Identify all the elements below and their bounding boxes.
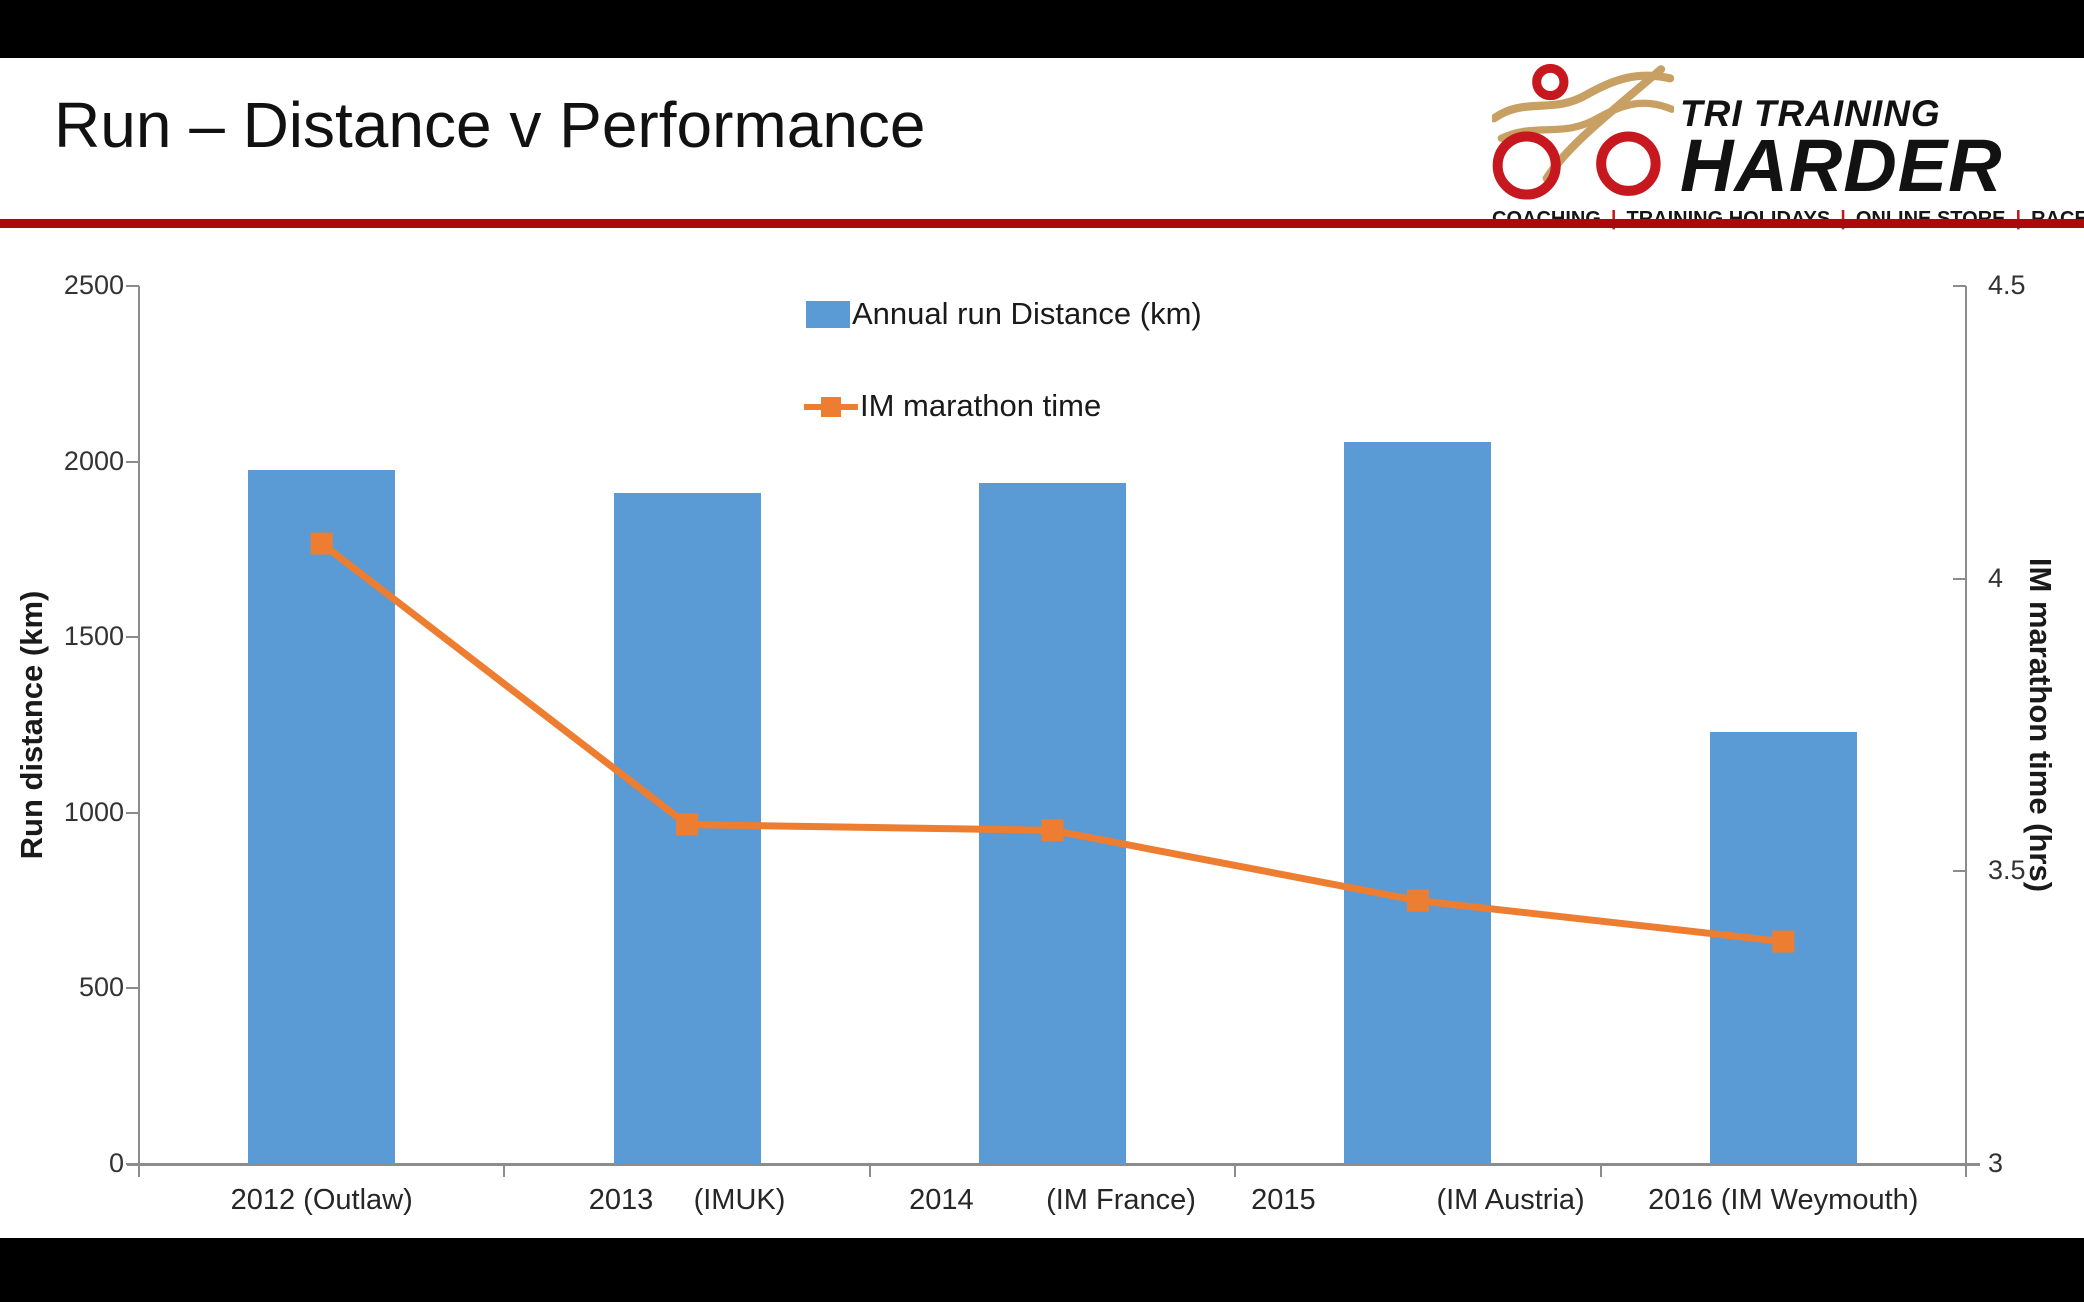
right-y-tick-label: 3.5 — [1988, 855, 2026, 886]
left-y-tick-label: 2000 — [63, 445, 124, 476]
right-y-axis-line — [1965, 286, 1967, 1164]
x-tick-mark — [868, 1164, 871, 1177]
legend-line-marker — [804, 393, 858, 420]
x-tick-mark — [1965, 1164, 1967, 1177]
left-y-tick-label: 1500 — [63, 621, 124, 652]
left-y-tick-label: 1000 — [63, 796, 124, 827]
x-tick-mark — [1599, 1164, 1602, 1177]
page-title: Run – Distance v Performance — [54, 89, 926, 161]
left-y-tick-mark — [126, 1163, 139, 1165]
left-y-tick-mark — [126, 987, 139, 990]
right-y-tick-mark — [1953, 1163, 1966, 1165]
x-tick-label: 2014 (IM France) — [909, 1184, 1196, 1216]
x-tick-label: 2016 (IM Weymouth) — [1648, 1184, 1919, 1216]
right-y-tick-mark — [1953, 577, 1966, 580]
x-tick-label: 2015 (IM Austria) — [1251, 1184, 1585, 1216]
right-y-tick-label: 4 — [1988, 562, 2004, 593]
line-marker — [310, 532, 333, 555]
bar-2012 — [248, 470, 396, 1164]
legend-entry-bar: Annual run Distance (km) — [806, 296, 1202, 332]
x-tick-mark — [138, 1164, 140, 1177]
line-marker — [1772, 930, 1795, 953]
top-letterbox-bar — [0, 0, 2084, 58]
bottom-letterbox-bar — [0, 1238, 2084, 1302]
x-tick-label: 2013 (IMUK) — [588, 1184, 786, 1216]
chart-plot-area — [139, 286, 1966, 1164]
line-marker — [1406, 889, 1429, 912]
x-tick-mark — [503, 1164, 506, 1177]
left-y-tick-label: 0 — [108, 1148, 124, 1178]
left-y-tick-mark — [126, 636, 139, 639]
left-y-tick-mark — [126, 285, 139, 287]
bar-2015 — [1344, 442, 1492, 1164]
right-axis-title: IM marathon time (hrs) — [2023, 557, 2058, 893]
triathlete-bike-icon — [1492, 63, 1674, 200]
right-y-tick-label: 4.5 — [1988, 270, 2026, 300]
right-y-tick-label: 3 — [1988, 1148, 2004, 1178]
line-series — [310, 532, 1795, 953]
left-y-tick-mark — [126, 811, 139, 814]
line-marker — [1041, 819, 1064, 842]
legend-bar-label: Annual run Distance (km) — [852, 296, 1202, 331]
line-marker — [676, 813, 699, 836]
legend-entry-line: IM marathon time — [804, 388, 1101, 424]
legend-bar-swatch — [806, 300, 850, 328]
x-tick-label: 2012 (Outlaw) — [230, 1184, 413, 1216]
right-y-tick-mark — [1953, 285, 1966, 287]
x-axis-line — [127, 1163, 1980, 1166]
left-y-tick-label: 2500 — [63, 270, 124, 300]
title-divider-rule — [0, 219, 2084, 228]
left-y-tick-mark — [126, 460, 139, 463]
brand-name-bottom: HARDER — [1680, 123, 2003, 207]
legend-line-label: IM marathon time — [860, 388, 1102, 423]
x-tick-mark — [1234, 1164, 1237, 1177]
left-y-tick-label: 500 — [78, 972, 124, 1003]
brand-name-top: TRI TRAINING — [1680, 92, 1941, 134]
left-y-axis-line — [138, 286, 140, 1164]
right-y-tick-mark — [1953, 870, 1966, 873]
tri-training-harder-logo: TRI TRAINING HARDER COACHING | TRAINING … — [1492, 62, 2084, 231]
